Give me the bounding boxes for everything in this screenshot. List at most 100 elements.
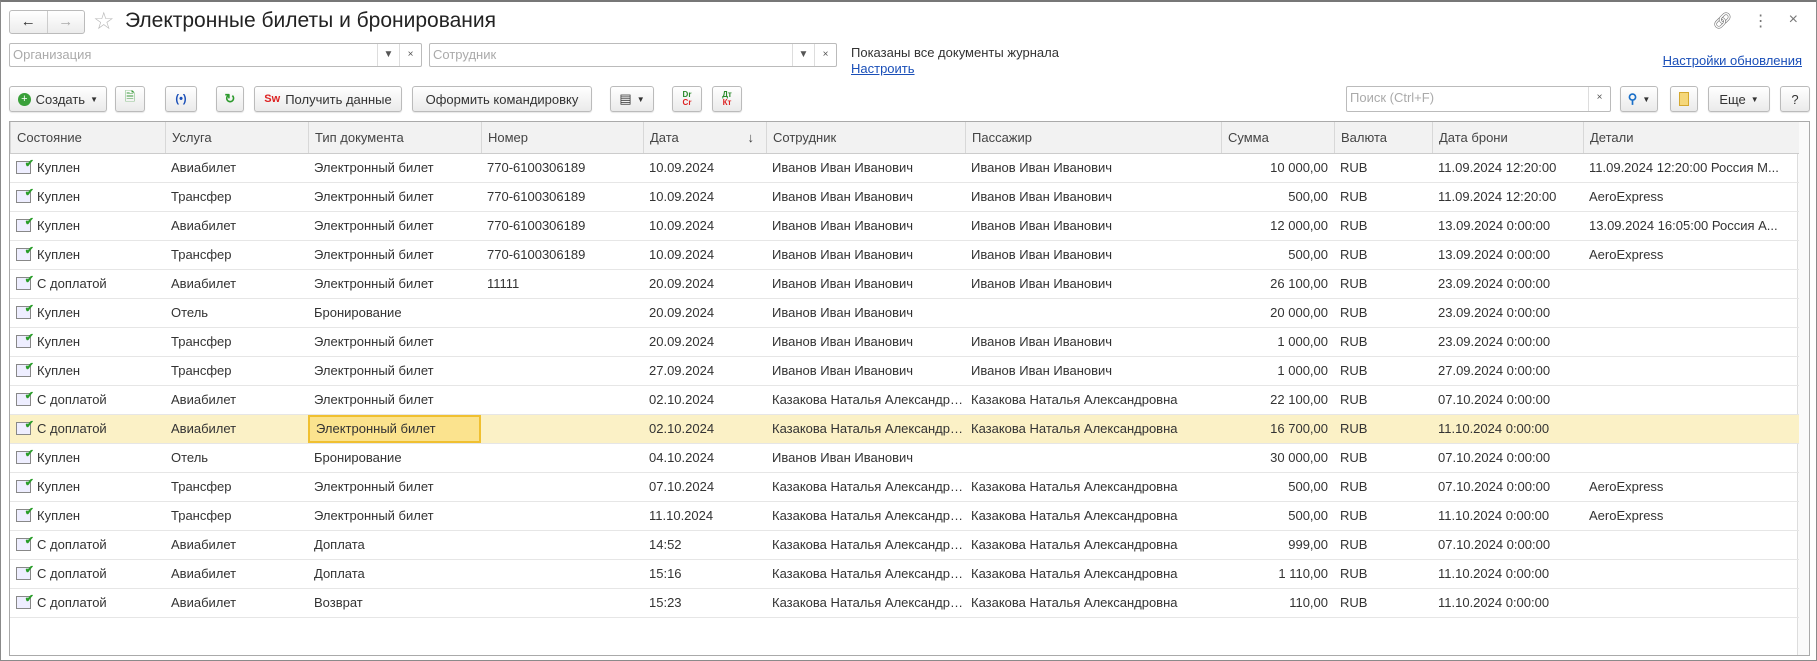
cell-doc-type[interactable]: Электронный билет bbox=[308, 386, 481, 414]
table-row[interactable]: Куплен Трансфер Электронный билет 27.09.202… bbox=[10, 357, 1799, 386]
cell-status[interactable]: С доплатой bbox=[10, 386, 165, 414]
employee-input[interactable]: Сотрудник bbox=[433, 47, 497, 62]
note-button[interactable] bbox=[1670, 86, 1698, 112]
employee-field[interactable]: Сотрудник ▼ × bbox=[429, 43, 837, 67]
cell-date[interactable]: 20.09.2024 bbox=[643, 299, 766, 327]
cell-doc-type[interactable]: Доплата bbox=[308, 531, 481, 559]
cell-amount[interactable]: 30 000,00 bbox=[1221, 444, 1334, 472]
cell-status[interactable]: Куплен bbox=[10, 473, 165, 501]
cell-status[interactable]: Куплен bbox=[10, 154, 165, 182]
cell-number[interactable] bbox=[481, 328, 643, 356]
cell-passenger[interactable] bbox=[965, 299, 1221, 327]
cell-details[interactable]: AeroExpress bbox=[1583, 183, 1799, 211]
cell-passenger[interactable]: Иванов Иван Иванович bbox=[965, 270, 1221, 298]
cell-service[interactable]: Авиабилет bbox=[165, 154, 308, 182]
cell-number[interactable]: 770-6100306189 bbox=[481, 183, 643, 211]
column-header-status[interactable]: Состояние bbox=[10, 122, 165, 153]
cell-details[interactable] bbox=[1583, 415, 1799, 443]
cell-doc-type[interactable]: Электронный билет bbox=[308, 357, 481, 385]
cell-details[interactable] bbox=[1583, 299, 1799, 327]
sort-arrow-icon[interactable]: ↓ bbox=[747, 130, 755, 145]
cell-date[interactable]: 14:52 bbox=[643, 531, 766, 559]
cell-amount[interactable]: 1 000,00 bbox=[1221, 357, 1334, 385]
cell-date[interactable]: 27.09.2024 bbox=[643, 357, 766, 385]
cell-status[interactable]: С доплатой bbox=[10, 560, 165, 588]
cell-currency[interactable]: RUB bbox=[1334, 270, 1432, 298]
cell-number[interactable] bbox=[481, 299, 643, 327]
cell-booking-date[interactable]: 23.09.2024 0:00:00 bbox=[1432, 328, 1583, 356]
cell-details[interactable] bbox=[1583, 357, 1799, 385]
cell-doc-type[interactable]: Электронный билет bbox=[308, 270, 481, 298]
cell-details[interactable] bbox=[1583, 328, 1799, 356]
cell-currency[interactable]: RUB bbox=[1334, 589, 1432, 617]
search-options-button[interactable]: ⚲ ▼ bbox=[1620, 86, 1658, 112]
cell-currency[interactable]: RUB bbox=[1334, 531, 1432, 559]
cell-currency[interactable]: RUB bbox=[1334, 560, 1432, 588]
cell-amount[interactable]: 500,00 bbox=[1221, 502, 1334, 530]
cell-passenger[interactable] bbox=[965, 444, 1221, 472]
cell-status[interactable]: Куплен bbox=[10, 183, 165, 211]
cell-amount[interactable]: 1 110,00 bbox=[1221, 560, 1334, 588]
cell-currency[interactable]: RUB bbox=[1334, 473, 1432, 501]
cell-doc-type[interactable]: Электронный билет bbox=[308, 183, 481, 211]
cell-service[interactable]: Авиабилет bbox=[165, 531, 308, 559]
cell-booking-date[interactable]: 13.09.2024 0:00:00 bbox=[1432, 241, 1583, 269]
cell-amount[interactable]: 10 000,00 bbox=[1221, 154, 1334, 182]
cell-service[interactable]: Отель bbox=[165, 299, 308, 327]
cell-booking-date[interactable]: 07.10.2024 0:00:00 bbox=[1432, 444, 1583, 472]
cell-service[interactable]: Трансфер bbox=[165, 241, 308, 269]
cell-doc-type[interactable]: Электронный билет bbox=[308, 241, 481, 269]
cell-passenger[interactable]: Иванов Иван Иванович bbox=[965, 212, 1221, 240]
cell-doc-type[interactable]: Электронный билет bbox=[308, 502, 481, 530]
cell-amount[interactable]: 22 100,00 bbox=[1221, 386, 1334, 414]
cell-passenger[interactable]: Казакова Наталья Александровна bbox=[965, 531, 1221, 559]
table-row[interactable]: Куплен Отель Бронирование 04.10.2024 Иванов … bbox=[10, 444, 1799, 473]
cell-date[interactable]: 10.09.2024 bbox=[643, 212, 766, 240]
column-header-number[interactable]: Номер bbox=[481, 122, 643, 153]
cell-number[interactable] bbox=[481, 444, 643, 472]
cell-status[interactable]: Куплен bbox=[10, 212, 165, 240]
cell-amount[interactable]: 110,00 bbox=[1221, 589, 1334, 617]
cell-number[interactable]: 770-6100306189 bbox=[481, 154, 643, 182]
cell-date[interactable]: 07.10.2024 bbox=[643, 473, 766, 501]
cell-currency[interactable]: RUB bbox=[1334, 212, 1432, 240]
cell-passenger[interactable]: Иванов Иван Иванович bbox=[965, 328, 1221, 356]
cell-status[interactable]: С доплатой bbox=[10, 270, 165, 298]
organization-field[interactable]: Организация ▼ × bbox=[9, 43, 422, 67]
cell-doc-type[interactable]: Электронный билет bbox=[308, 154, 481, 182]
table-row[interactable]: С доплатой Авиабилет Возврат 15:23 Казакова … bbox=[10, 589, 1799, 618]
cell-number[interactable] bbox=[481, 560, 643, 588]
table-row[interactable]: Куплен Трансфер Электронный билет 770-61003… bbox=[10, 241, 1799, 270]
cell-passenger[interactable]: Казакова Наталья Александровна bbox=[965, 386, 1221, 414]
cell-passenger[interactable]: Иванов Иван Иванович bbox=[965, 154, 1221, 182]
cell-status[interactable]: Куплен bbox=[10, 241, 165, 269]
create-button[interactable]: + Создать ▼ bbox=[9, 86, 107, 112]
cell-employee[interactable]: Иванов Иван Иванович bbox=[766, 270, 965, 298]
column-header-currency[interactable]: Валюта bbox=[1334, 122, 1432, 153]
update-settings-link[interactable]: Настройки обновления bbox=[1662, 53, 1802, 68]
configure-link[interactable]: Настроить bbox=[851, 61, 915, 76]
cell-status[interactable]: Куплен bbox=[10, 328, 165, 356]
table-row[interactable]: Куплен Трансфер Электронный билет 770-61003… bbox=[10, 183, 1799, 212]
cell-details[interactable] bbox=[1583, 386, 1799, 414]
cell-date[interactable]: 10.09.2024 bbox=[643, 183, 766, 211]
cell-amount[interactable]: 26 100,00 bbox=[1221, 270, 1334, 298]
cell-passenger[interactable]: Казакова Наталья Александровна bbox=[965, 415, 1221, 443]
cell-currency[interactable]: RUB bbox=[1334, 328, 1432, 356]
cell-date[interactable]: 10.09.2024 bbox=[643, 241, 766, 269]
cell-status[interactable]: С доплатой bbox=[10, 589, 165, 617]
cell-service[interactable]: Отель bbox=[165, 444, 308, 472]
cell-currency[interactable]: RUB bbox=[1334, 444, 1432, 472]
cell-employee[interactable]: Иванов Иван Иванович bbox=[766, 241, 965, 269]
cell-doc-type[interactable]: Бронирование bbox=[308, 444, 481, 472]
cell-date[interactable]: 20.09.2024 bbox=[643, 270, 766, 298]
help-button[interactable]: ? bbox=[1780, 86, 1810, 112]
cell-status[interactable]: Куплен bbox=[10, 357, 165, 385]
search-input[interactable]: Поиск (Ctrl+F) bbox=[1350, 90, 1435, 105]
cell-service[interactable]: Трансфер bbox=[165, 328, 308, 356]
column-header-employee[interactable]: Сотрудник bbox=[766, 122, 965, 153]
column-header-passenger[interactable]: Пассажир bbox=[965, 122, 1221, 153]
get-data-button[interactable]: Sw Получить данные bbox=[254, 86, 402, 112]
table-row[interactable]: С доплатой Авиабилет Электронный билет 02.1… bbox=[10, 386, 1799, 415]
cell-passenger[interactable]: Иванов Иван Иванович bbox=[965, 183, 1221, 211]
